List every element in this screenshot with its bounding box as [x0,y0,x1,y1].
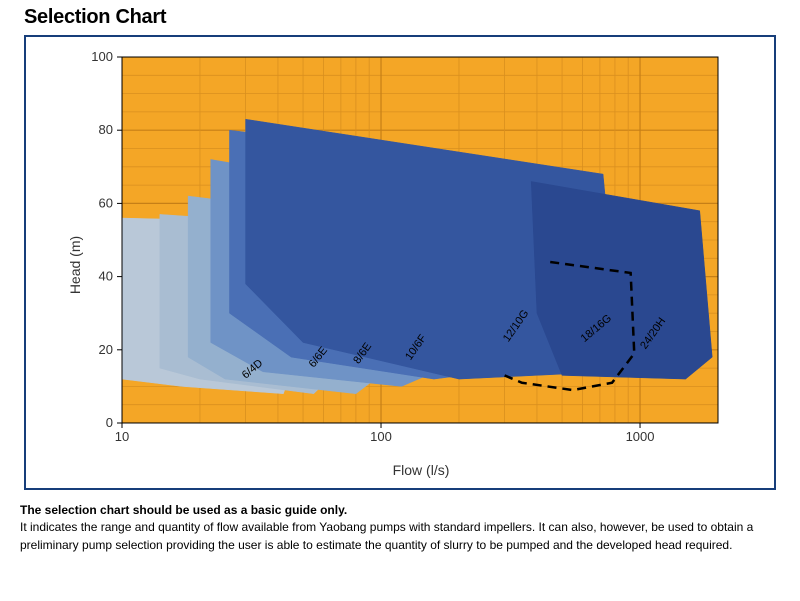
ytick: 80 [99,122,113,137]
chart-frame: Head (m) 6/4D6/6E8/6E10/6F12/10G18/16G24… [24,35,776,490]
caption: The selection chart should be used as a … [0,490,800,554]
caption-body: It indicates the range and quantity of f… [20,519,780,554]
ytick: 20 [99,342,113,357]
selection-chart: 6/4D6/6E8/6E10/6F12/10G18/16G24/20H02040… [86,51,726,451]
caption-bold: The selection chart should be used as a … [20,502,780,519]
ytick: 100 [91,51,113,64]
y-axis-label: Head (m) [67,235,83,293]
ytick: 40 [99,269,113,284]
region-24_20H [531,181,712,379]
ytick: 60 [99,195,113,210]
ytick: 0 [106,415,113,430]
xtick: 1000 [626,429,655,444]
plot-wrap: Head (m) 6/4D6/6E8/6E10/6F12/10G18/16G24… [86,51,756,478]
xtick: 100 [370,429,392,444]
xtick: 10 [115,429,129,444]
x-axis-label: Flow (l/s) [86,462,756,478]
page-title: Selection Chart [0,0,800,33]
